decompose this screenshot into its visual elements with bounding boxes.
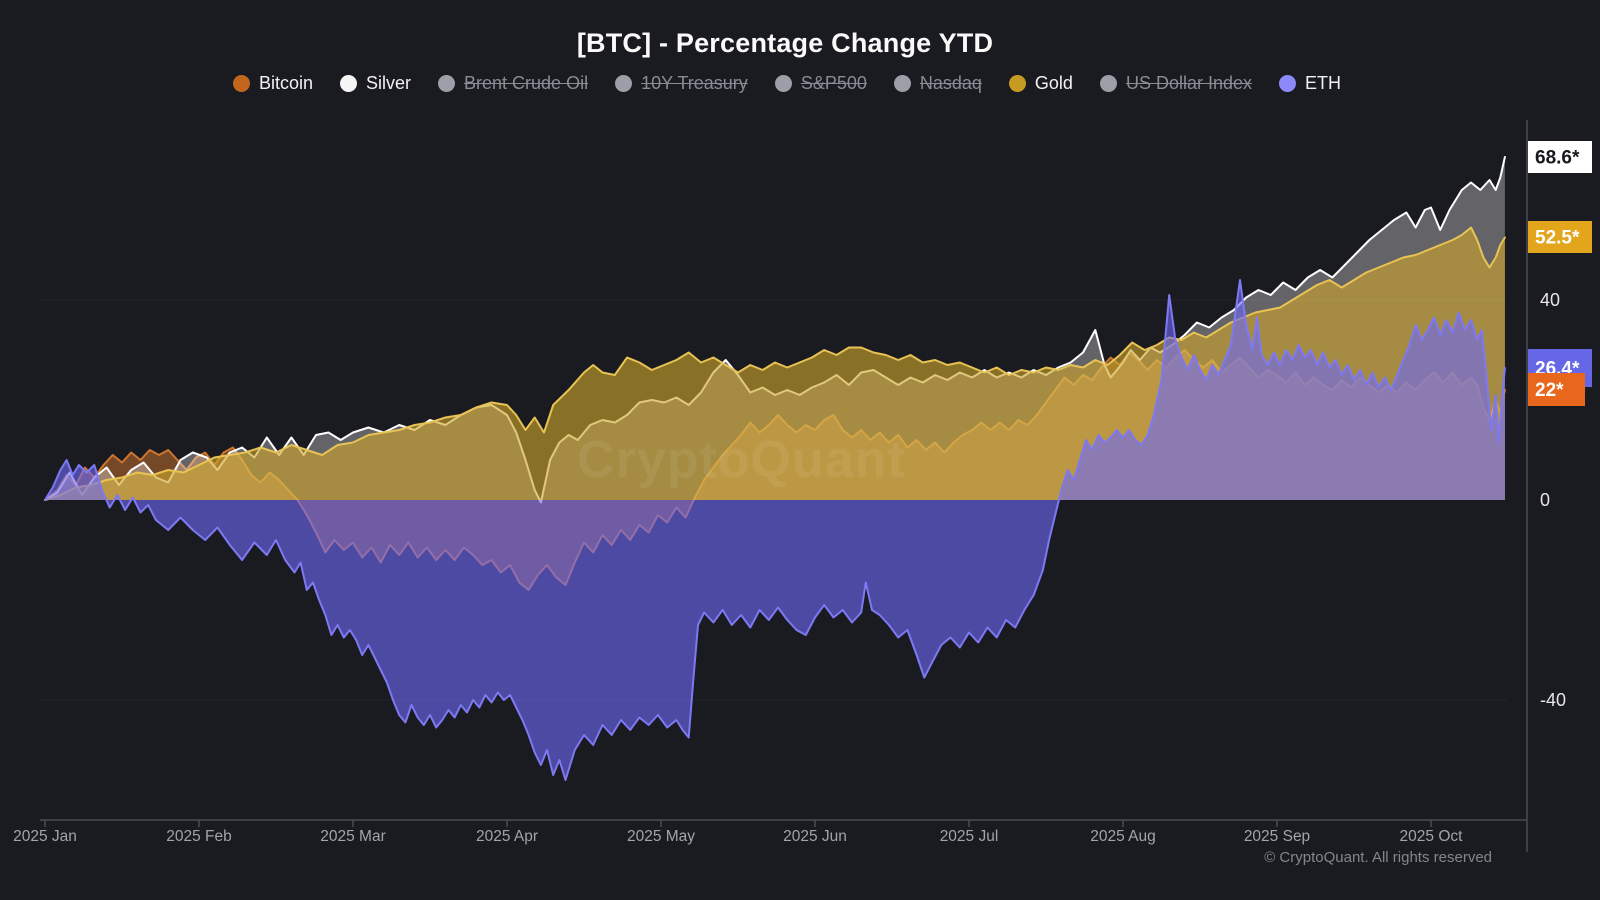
legend-dot-nasdaq — [893, 74, 911, 92]
legend-item-eth[interactable]: ETH — [1279, 74, 1341, 92]
area-eth — [45, 280, 1505, 780]
legend-item-10y-treasury[interactable]: 10Y Treasury — [615, 74, 748, 92]
y-axis-label: 40 — [1540, 290, 1560, 310]
x-axis-label: 2025 Mar — [320, 828, 385, 845]
legend-label: 10Y Treasury — [641, 73, 748, 93]
legend-label: ETH — [1305, 73, 1342, 93]
value-badge-label-bitcoin: 22* — [1535, 380, 1564, 401]
legend-label: S&P500 — [800, 73, 867, 93]
legend-label: Silver — [366, 73, 412, 93]
page-title: [BTC] - Percentage Change YTD — [576, 28, 994, 58]
line-gold — [44, 226, 1506, 501]
legend-label: US Dollar Index — [1125, 73, 1253, 93]
area-gold — [45, 227, 1505, 500]
x-axis-label: 2025 Feb — [166, 828, 232, 845]
value-badge-label-gold: 52.5* — [1535, 228, 1580, 249]
value-badge-gold — [1528, 221, 1592, 253]
y-axis-label: 0 — [1540, 490, 1550, 510]
legend-item-gold[interactable]: Gold — [1008, 73, 1073, 93]
x-axis-label: 2025 Oct — [1400, 828, 1464, 845]
legend-dot-bitcoin — [232, 74, 250, 92]
x-axis-label: 2025 Jun — [783, 828, 847, 845]
x-axis-label: 2025 Sep — [1244, 828, 1310, 845]
legend-label: Brent Crude Oil — [464, 73, 589, 93]
legend-dot-s-p500 — [774, 74, 792, 92]
legend-label: Bitcoin — [258, 73, 313, 93]
legend-label: Gold — [1034, 73, 1073, 93]
legend-item-bitcoin[interactable]: Bitcoin — [232, 73, 313, 93]
legend: Bitcoin Silver Brent Crude Oil 10Y Treasury… — [0, 74, 1600, 92]
legend-dot-gold — [1008, 74, 1026, 92]
legend-dot-brent-crude-oil — [438, 74, 456, 92]
legend-item-us-dollar-index[interactable]: US Dollar Index — [1099, 73, 1253, 93]
legend-dot-us-dollar-index — [1099, 74, 1117, 92]
value-badge-label-silver: 68.6* — [1535, 148, 1580, 169]
x-axis-label: 2025 Jul — [940, 828, 999, 845]
legend-item-silver[interactable]: Silver — [340, 74, 411, 92]
legend-item-nasdaq[interactable]: Nasdaq — [893, 73, 982, 93]
legend-dot-silver — [340, 74, 357, 92]
value-badge-bitcoin — [1528, 373, 1585, 406]
legend-label: Nasdaq — [919, 73, 982, 93]
legend-item-brent-crude-oil[interactable]: Brent Crude Oil — [438, 74, 588, 92]
x-axis-label: 2025 May — [627, 828, 695, 845]
value-badge-silver — [1528, 141, 1592, 173]
y-axis-label: -40 — [1540, 690, 1566, 710]
x-axis-label: 2025 Apr — [476, 828, 538, 845]
legend-dot-eth — [1279, 74, 1297, 92]
line-eth — [44, 279, 1506, 781]
copyright-note: © CryptoQuant. All rights reserved — [1264, 849, 1492, 866]
x-axis-label: 2025 Aug — [1090, 828, 1156, 845]
legend-item-s-p500[interactable]: S&P500 — [774, 73, 867, 93]
x-axis-label: 2025 Jan — [13, 828, 77, 845]
legend-dot-10y-treasury — [615, 74, 633, 92]
